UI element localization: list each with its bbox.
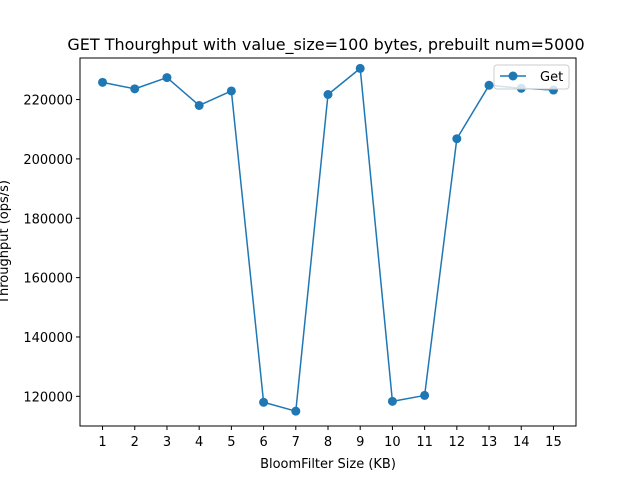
data-point	[355, 63, 365, 73]
data-point	[452, 134, 462, 144]
data-point	[130, 84, 140, 94]
y-axis-label: Throughput (ops/s)	[0, 180, 12, 305]
x-tick-label: 1	[98, 435, 106, 450]
x-tick-label: 9	[356, 435, 364, 450]
x-tick-label: 14	[513, 435, 530, 450]
x-tick-label: 8	[324, 435, 332, 450]
x-tick-label: 15	[545, 435, 562, 450]
data-point	[387, 396, 397, 406]
y-tick-label: 220000	[23, 94, 73, 109]
x-tick-label: 7	[292, 435, 300, 450]
x-tick-label: 2	[131, 435, 139, 450]
x-tick-label: 4	[195, 435, 203, 450]
data-point	[323, 90, 333, 100]
data-point	[194, 100, 204, 110]
y-tick-label: 140000	[23, 331, 73, 346]
legend-box	[493, 64, 570, 90]
chart-title: GET Thourghput with value_size=100 bytes…	[67, 35, 584, 55]
legend-label-get: Get	[540, 70, 563, 85]
data-point	[162, 73, 172, 83]
data-point	[226, 86, 236, 96]
y-tick-label: 200000	[23, 153, 73, 168]
x-axis-label: BloomFilter Size (KB)	[260, 457, 396, 472]
x-axis-ticks: 1 2 3 4 5 6 7 8 9 10 11 12 13 14 15	[98, 426, 562, 450]
y-axis-ticks: 120000 140000 160000 180000 200000 220000	[23, 94, 80, 405]
plot-frame	[79, 57, 577, 427]
data-point	[484, 80, 494, 90]
y-tick-label: 120000	[23, 390, 73, 405]
data-point	[291, 406, 301, 416]
x-tick-label: 12	[449, 435, 466, 450]
legend-marker	[508, 71, 518, 81]
data-point	[98, 77, 108, 87]
legend: Get	[493, 64, 570, 90]
x-tick-label: 5	[227, 435, 235, 450]
y-tick-label: 160000	[23, 272, 73, 287]
x-tick-label: 3	[163, 435, 171, 450]
data-point	[259, 397, 269, 407]
x-tick-label: 11	[416, 435, 433, 450]
data-point	[420, 390, 430, 400]
x-tick-label: 13	[481, 435, 498, 450]
x-tick-label: 6	[259, 435, 267, 450]
x-tick-label: 10	[384, 435, 401, 450]
y-tick-label: 180000	[23, 212, 73, 227]
